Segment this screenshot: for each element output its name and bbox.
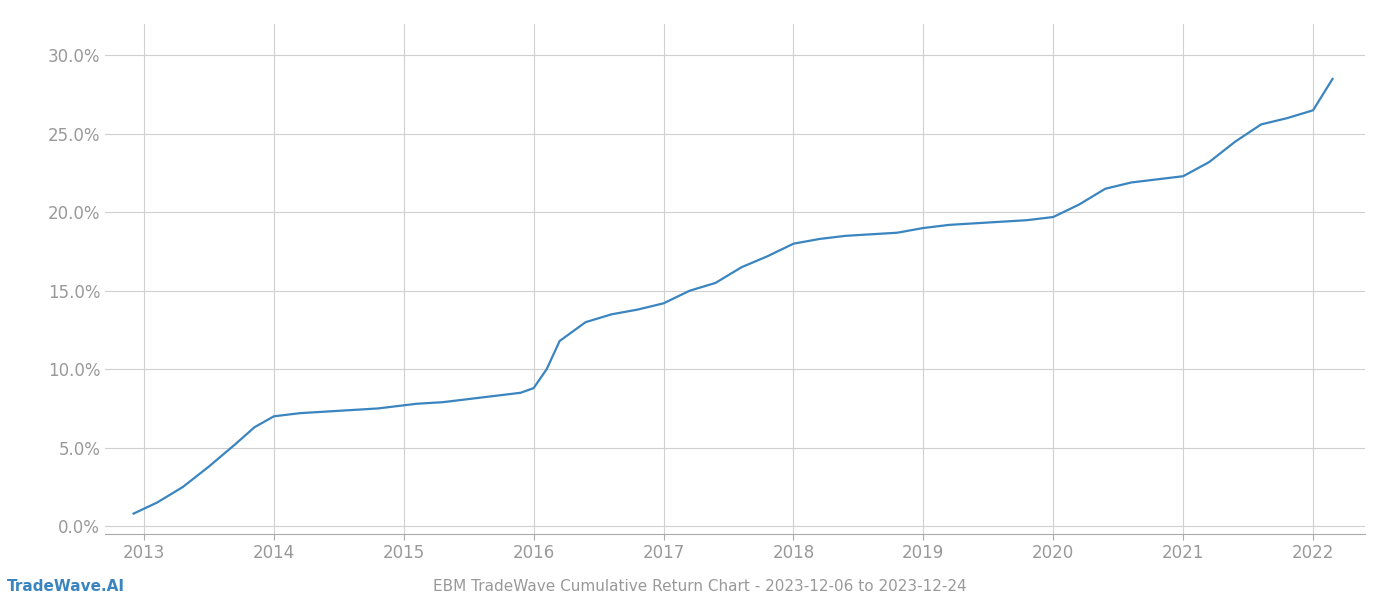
Text: TradeWave.AI: TradeWave.AI (7, 579, 125, 594)
Text: EBM TradeWave Cumulative Return Chart - 2023-12-06 to 2023-12-24: EBM TradeWave Cumulative Return Chart - … (433, 579, 967, 594)
